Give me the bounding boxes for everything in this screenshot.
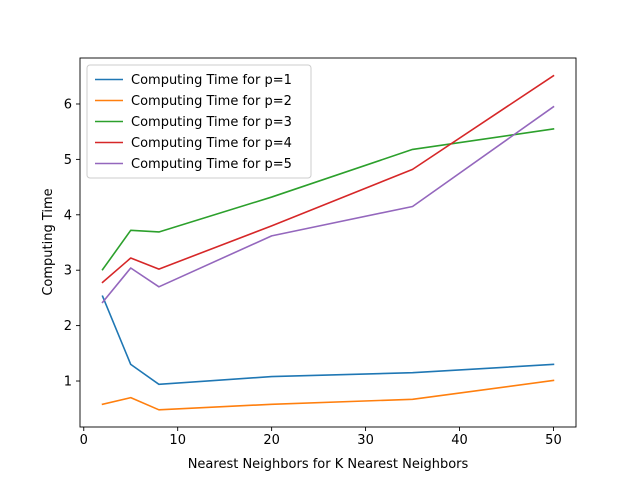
y-tick-label: 5: [64, 153, 72, 168]
legend: Computing Time for p=1 Computing Time for…: [86, 64, 312, 179]
y-axis-label: Computing Time: [41, 188, 56, 295]
axes: [79, 57, 577, 428]
x-tick-label: 0: [80, 433, 88, 448]
x-ticks: 0 10 20 30 40 50: [80, 427, 562, 448]
series-line-p1: [101, 295, 555, 386]
x-tick-label: 20: [263, 433, 280, 448]
x-tick-label: 10: [169, 433, 186, 448]
y-tick-label: 6: [64, 97, 72, 112]
series-line-p4: [101, 74, 555, 284]
x-axis-label: Nearest Neighbors for K Nearest Neighbor…: [188, 457, 469, 472]
y-tick-label: 3: [64, 264, 72, 279]
y-tick-label: 1: [64, 375, 72, 390]
legend-label-p3: Computing Time for p=3: [131, 115, 292, 130]
legend-label-p2: Computing Time for p=2: [131, 94, 292, 109]
x-tick-label: 50: [545, 433, 562, 448]
legend-label-p1: Computing Time for p=1: [131, 73, 292, 88]
y-tick-label: 2: [64, 319, 72, 334]
y-tick-label: 4: [64, 208, 72, 223]
x-tick-label: 40: [451, 433, 468, 448]
legend-label-p4: Computing Time for p=4: [131, 136, 292, 151]
series-line-p5: [101, 105, 555, 304]
legend-box: [86, 64, 312, 179]
x-tick-label: 30: [357, 433, 374, 448]
plot-frame: [79, 57, 577, 428]
series-line-p2: [101, 379, 555, 411]
y-ticks: 1 2 3 4 5 6: [64, 97, 80, 390]
plot-lines: [101, 74, 555, 411]
legend-label-p5: Computing Time for p=5: [131, 157, 292, 172]
series-line-p3: [101, 128, 555, 271]
